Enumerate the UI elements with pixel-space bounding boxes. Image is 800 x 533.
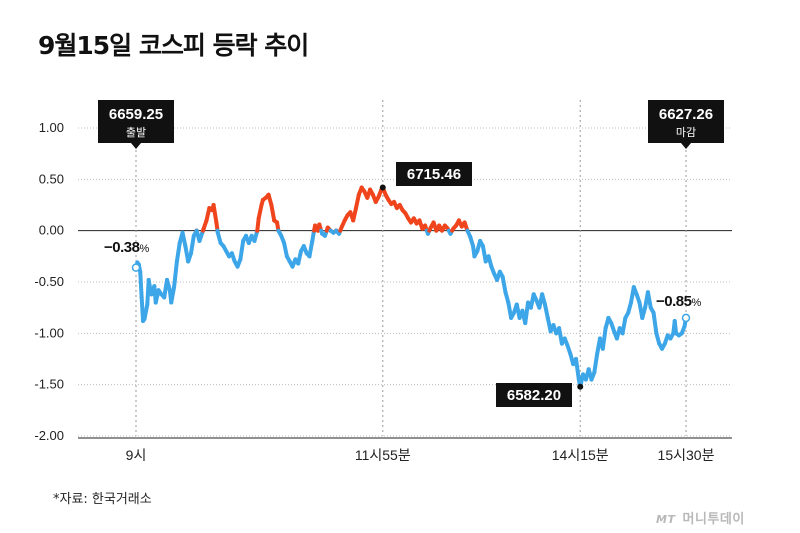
x-axis: 9시 11시55분 14시15분 15시30분: [126, 447, 715, 463]
publisher-logo: MT 머니투데이: [656, 508, 745, 527]
callouts: 6659.25출발6627.26마감6715.466582.20−0.38%−0…: [98, 100, 724, 407]
open-change-value: −0.38: [104, 239, 140, 256]
y-tick-label: -1.00: [34, 325, 64, 340]
line-segment: [211, 203, 219, 225]
logo-mark: MT: [656, 513, 676, 526]
line-segment: [255, 216, 261, 233]
line-segment: [645, 290, 653, 310]
line-segment: [307, 238, 315, 259]
open-change-label: −0.38%: [104, 239, 149, 256]
line-segment: [523, 300, 531, 326]
line-segment: [296, 249, 303, 266]
line-segment: [238, 238, 246, 262]
logo-name: 머니투데이: [682, 512, 745, 527]
line-segment: [256, 203, 264, 221]
line-segment: [172, 259, 179, 290]
line-segment: [542, 302, 550, 320]
open-callout-box: [98, 100, 174, 143]
close-callout-label: 마감: [676, 126, 696, 139]
line-segment: [138, 269, 144, 300]
line-segment: [351, 206, 358, 223]
line-segment: [189, 233, 196, 256]
y-axis: 1.00 0.50 0.00 -0.50 -1.00 -1.50 -2.00: [34, 120, 64, 443]
line-segment: [500, 274, 508, 295]
close-callout-value: 6627.26: [659, 106, 713, 123]
y-tick-label: 0.00: [39, 223, 64, 238]
low-point: [577, 383, 584, 390]
y-tick-label: 0.50: [39, 171, 64, 186]
x-tick-label: 15시30분: [658, 447, 715, 463]
high-point: [379, 184, 386, 191]
x-tick-label: 9시: [126, 447, 147, 463]
close-change-unit: %: [691, 297, 701, 309]
line-segment: [282, 240, 289, 259]
high-callout-box: [396, 162, 472, 186]
open-callout-value: 6659.25: [109, 106, 163, 123]
line-segment: [180, 230, 188, 249]
line-segment: [620, 315, 628, 336]
close-change-value: −0.85: [656, 293, 692, 310]
close-callout-box: [648, 100, 724, 143]
close-change-label: −0.85%: [656, 293, 701, 310]
y-tick-label: 1.00: [39, 120, 64, 135]
open-callout-pointer: [131, 143, 141, 149]
y-tick-label: -1.50: [34, 377, 64, 392]
open-change-unit: %: [139, 243, 149, 255]
low-callout-box: [496, 383, 572, 407]
line-segment: [672, 319, 679, 336]
line-series: [131, 185, 691, 389]
source-note: *자료: 한국거래소: [53, 492, 152, 507]
line-segment: [169, 285, 177, 305]
line-segment: [174, 240, 182, 264]
line-segment: [269, 203, 277, 223]
chart-title: 9월15일 코스피 등락 추이: [38, 31, 309, 60]
y-tick-label: -0.50: [34, 274, 64, 289]
line-segment: [592, 351, 600, 375]
line-segment: [142, 302, 150, 321]
line-segment: [651, 310, 659, 336]
low-callout-value: 6582.20: [507, 387, 561, 404]
line-segment: [600, 326, 608, 351]
x-tick-label: 14시15분: [552, 447, 609, 463]
x-tick-label: 11시55분: [355, 447, 411, 463]
high-callout-value: 6715.46: [407, 166, 461, 183]
line-segment: [574, 357, 581, 382]
open-callout-label: 출발: [126, 126, 146, 139]
close-callout-pointer: [681, 143, 691, 149]
close-point: [681, 313, 691, 323]
open-point: [131, 263, 141, 272]
y-tick-label: -2.00: [34, 428, 64, 443]
line-segment: [354, 192, 361, 211]
